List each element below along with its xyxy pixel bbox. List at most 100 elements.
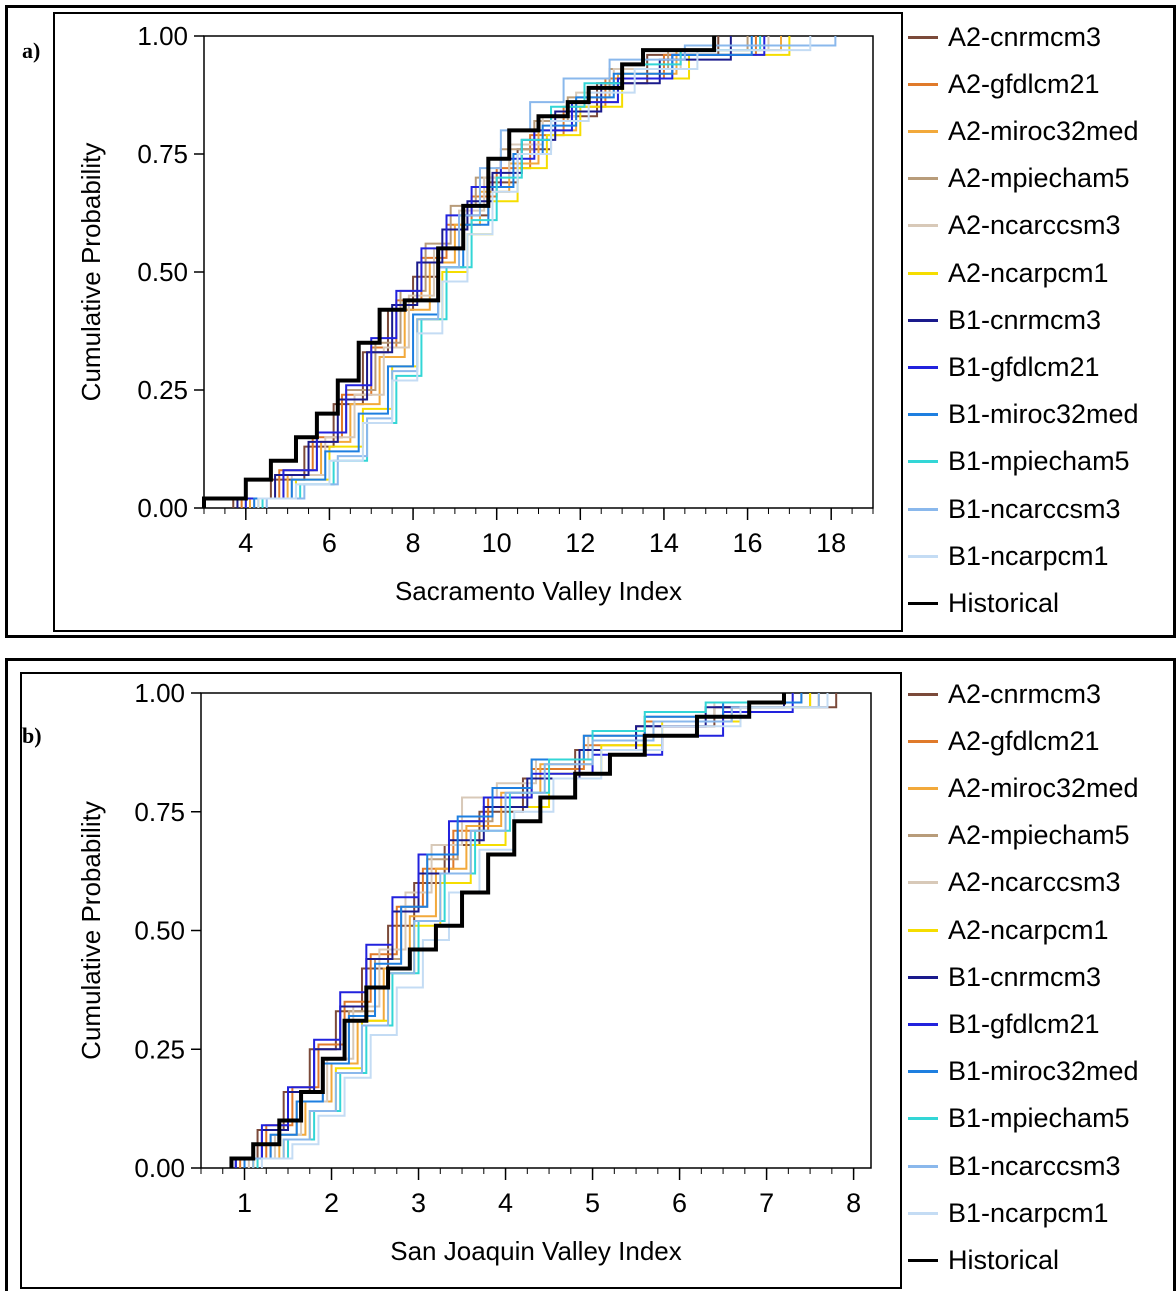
x-tick-label: 8	[406, 528, 421, 558]
panel-b: b) 0.00 0.25 0.50 0.75 1.00 1 2 3 4 5 6 7 8 San Joaqu…	[5, 658, 1176, 1291]
legend-label: A2-gfdlcm21	[948, 68, 1100, 99]
legend-label: B1-ncarpcm1	[948, 540, 1109, 571]
legend-label: B1-gfdlcm21	[948, 1008, 1100, 1039]
legend-item: A2-mpiecham5	[908, 163, 1130, 194]
x-tick-label: 10	[482, 528, 512, 558]
x-axis-label: Sacramento Valley Index	[395, 576, 682, 606]
legend-label: A2-gfdlcm21	[948, 725, 1100, 756]
legend-swatch	[908, 834, 938, 838]
legend-swatch	[908, 507, 938, 511]
legend-item: A2-miroc32med	[908, 773, 1139, 803]
x-tick-label: 4	[238, 528, 253, 558]
panel-a: a) 0.00 0.25 0.50 0.75 1.00 4 6 8 10 12 14 16 18 Sacr…	[5, 5, 1176, 638]
x-tick-label: 8	[846, 1188, 861, 1218]
y-tick-label: 0.75	[134, 797, 185, 827]
y-tick-label: 0.25	[137, 375, 188, 405]
legend-label: B1-cnrmcm3	[948, 304, 1102, 335]
legend-label: A2-cnrmcm3	[948, 21, 1102, 52]
legend-swatch	[908, 1258, 938, 1262]
series-line	[243, 693, 803, 1168]
legend-item: B1-miroc32med	[908, 399, 1139, 430]
x-tick-label: 2	[324, 1188, 339, 1218]
legend-swatch	[908, 82, 938, 86]
legend-item: A2-cnrmcm3	[908, 22, 1101, 52]
legend-swatch	[908, 881, 938, 885]
plot-frame	[20, 672, 902, 1289]
legend-label: B1-ncarccsm3	[948, 493, 1121, 524]
legend-swatch	[908, 601, 938, 605]
series-line	[234, 693, 794, 1168]
legend-swatch	[908, 692, 938, 696]
legend-label: A2-miroc32med	[948, 772, 1139, 803]
panel-label: b)	[22, 723, 42, 748]
x-tick-label: 7	[759, 1188, 774, 1218]
legend-item: A2-cnrmcm3	[908, 679, 1101, 709]
series-line	[236, 36, 732, 508]
legend-label: A2-cnrmcm3	[948, 678, 1102, 709]
y-tick-label: 0.00	[134, 1153, 185, 1183]
legend-swatch	[908, 1164, 938, 1168]
series-line	[257, 36, 812, 508]
y-tick-label: 0.50	[134, 916, 185, 946]
legend-label: B1-miroc32med	[948, 1056, 1139, 1087]
y-tick-label: 0.00	[137, 493, 188, 523]
legend-swatch	[908, 1070, 938, 1074]
legend-item: B1-ncarccsm3	[908, 1151, 1121, 1181]
legend-item: A2-ncarccsm3	[908, 210, 1121, 241]
x-tick-label: 12	[565, 528, 595, 558]
legend-label: A2-ncarpcm1	[948, 914, 1109, 945]
legend-swatch	[908, 1022, 938, 1026]
legend-item: B1-ncarccsm3	[908, 494, 1121, 524]
legend-swatch	[908, 271, 938, 275]
series-line	[247, 693, 794, 1168]
legend-item: B1-mpiecham5	[908, 1103, 1130, 1134]
panel-label: a)	[22, 38, 41, 63]
legend-swatch	[908, 1211, 938, 1215]
y-axis-label: Cumulative Probability	[76, 801, 106, 1060]
legend-swatch	[908, 129, 938, 133]
y-tick-label: 1.00	[134, 678, 185, 708]
series-line	[202, 36, 717, 508]
legend-label: A2-mpiecham5	[948, 163, 1130, 194]
y-tick-label: 0.75	[137, 139, 188, 169]
legend-item: A2-mpiecham5	[908, 820, 1130, 851]
legend-label: B1-miroc32med	[948, 399, 1139, 430]
legend-label: B1-gfdlcm21	[948, 351, 1100, 382]
legend-item: B1-mpiecham5	[908, 446, 1130, 477]
legend-item: A2-miroc32med	[908, 116, 1139, 146]
legend-item: A2-ncarccsm3	[908, 867, 1121, 898]
chart-plot-a: 0.00 0.25 0.50 0.75 1.00 4 6 8 10 12 14 16 18 Sacrame…	[53, 12, 903, 632]
legend-label: B1-ncarccsm3	[948, 1150, 1121, 1181]
legend-item: B1-cnrmcm3	[908, 305, 1101, 335]
legend-label: A2-miroc32med	[948, 115, 1139, 146]
series-line	[229, 693, 786, 1168]
x-axis-label: San Joaquin Valley Index	[390, 1236, 682, 1266]
legend-swatch	[908, 318, 938, 322]
x-tick-label: 5	[585, 1188, 600, 1218]
legend-item: A2-gfdlcm21	[908, 69, 1100, 99]
legend-swatch	[908, 35, 938, 39]
legend-item: B1-ncarpcm1	[908, 1198, 1109, 1228]
legend-swatch	[908, 413, 938, 417]
legend-label: A2-mpiecham5	[948, 820, 1130, 851]
series-line	[234, 693, 785, 1168]
legend-label: A2-ncarccsm3	[948, 210, 1121, 241]
legend-swatch	[908, 365, 938, 369]
x-tick-label: 6	[322, 528, 337, 558]
legend-label: Historical	[948, 587, 1060, 618]
legend-label: B1-ncarpcm1	[948, 1197, 1109, 1228]
legend-item: Historical	[908, 1245, 1059, 1275]
legend-label: A2-ncarccsm3	[948, 867, 1121, 898]
legend-label: B1-mpiecham5	[948, 446, 1130, 477]
legend-swatch	[908, 786, 938, 790]
legend-item: B1-ncarpcm1	[908, 541, 1109, 571]
x-tick-label: 1	[237, 1188, 252, 1218]
x-tick-label: 14	[649, 528, 679, 558]
legend-swatch	[908, 177, 938, 181]
legend-label: Historical	[948, 1244, 1060, 1275]
legend-swatch	[908, 460, 938, 464]
y-tick-label: 1.00	[137, 21, 188, 51]
legend-swatch	[908, 739, 938, 743]
series-line	[239, 693, 812, 1168]
x-tick-label: 6	[672, 1188, 687, 1218]
